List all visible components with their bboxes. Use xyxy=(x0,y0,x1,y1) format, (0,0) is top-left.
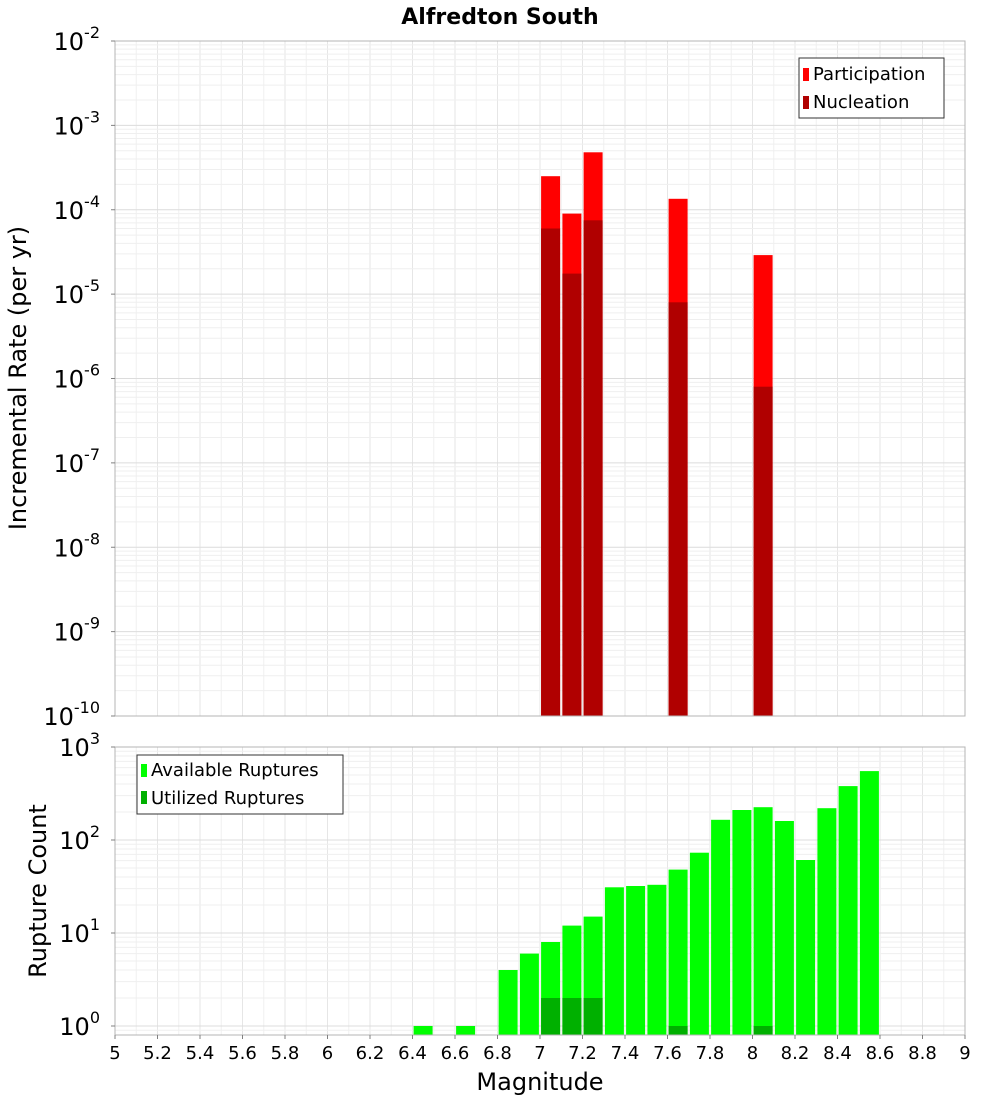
x-tick-label: 8.4 xyxy=(823,1043,852,1064)
x-tick-label: 5.6 xyxy=(228,1043,257,1064)
legend-swatch-nucleation xyxy=(803,96,809,109)
y-tick-label: 103 xyxy=(59,729,100,762)
bar-available-ruptures xyxy=(647,884,667,1035)
top-legend: Participation Nucleation xyxy=(798,57,945,119)
bar-nucleation xyxy=(583,220,603,717)
bar-available-ruptures xyxy=(626,886,646,1035)
y-tick-label: 10-6 xyxy=(54,361,101,394)
y-tick-label: 10-4 xyxy=(54,192,101,225)
x-tick-label: 5.8 xyxy=(271,1043,300,1064)
x-tick-labels: 5 5.2 5.4 5.6 5.8 6 6.2 6.4 6.6 6.8 7 7.2 7.4 7.6 7.8 8… xyxy=(109,1035,971,1064)
bar-available-ruptures xyxy=(711,819,731,1035)
y-tick-label: 10-5 xyxy=(54,276,101,309)
legend-swatch-participation xyxy=(803,68,809,81)
x-tick-label: 9 xyxy=(959,1043,970,1064)
bottom-y-axis-label: Rupture Count xyxy=(24,804,52,978)
bar-utilized-ruptures xyxy=(583,998,603,1035)
legend-label-participation: Participation xyxy=(813,64,925,85)
x-tick-label: 5.2 xyxy=(143,1043,172,1064)
y-tick-label: 100 xyxy=(59,1008,100,1041)
bottom-legend: Available Ruptures Utilized Ruptures xyxy=(136,754,344,815)
x-tick-label: 5.4 xyxy=(186,1043,215,1064)
bar-available-ruptures xyxy=(689,852,709,1035)
y-tick-label: 10-10 xyxy=(43,698,100,731)
bar-available-ruptures xyxy=(519,953,539,1035)
x-tick-label: 7.2 xyxy=(568,1043,597,1064)
bar-utilized-ruptures xyxy=(541,998,561,1035)
bar-available-ruptures xyxy=(456,1026,476,1035)
y-tick-label: 102 xyxy=(59,822,100,855)
y-tick-label: 10-8 xyxy=(54,529,101,562)
bar-available-ruptures xyxy=(498,970,518,1035)
y-tick-label: 101 xyxy=(59,915,100,948)
top-y-axis-label: Incremental Rate (per yr) xyxy=(4,226,32,530)
x-tick-label: 7.4 xyxy=(611,1043,640,1064)
chart-title: Alfredton South xyxy=(401,5,598,30)
bar-available-ruptures xyxy=(604,887,624,1035)
bar-available-ruptures xyxy=(859,771,879,1035)
x-tick-label: 6.6 xyxy=(441,1043,470,1064)
bar-available-ruptures xyxy=(817,808,837,1035)
x-tick-label: 8.8 xyxy=(908,1043,937,1064)
bar-utilized-ruptures xyxy=(668,1026,688,1035)
y-tick-label: 10-7 xyxy=(54,445,101,478)
x-tick-label: 6.8 xyxy=(483,1043,512,1064)
legend-label-utilized: Utilized Ruptures xyxy=(151,788,304,809)
x-tick-label: 8.2 xyxy=(781,1043,810,1064)
x-tick-label: 5 xyxy=(109,1043,120,1064)
x-tick-label: 7.8 xyxy=(696,1043,725,1064)
bar-available-ruptures xyxy=(774,821,794,1035)
bar-available-ruptures xyxy=(413,1026,433,1035)
y-tick-label: 10-2 xyxy=(54,23,101,56)
legend-label-nucleation: Nucleation xyxy=(813,92,909,113)
top-bars xyxy=(541,152,773,717)
y-tick-label: 10-9 xyxy=(54,614,101,647)
legend-label-available: Available Ruptures xyxy=(151,760,319,781)
x-tick-label: 7.6 xyxy=(653,1043,682,1064)
bottom-y-tick-labels: 100 101 102 103 xyxy=(59,729,115,1041)
top-gridlines xyxy=(114,40,966,717)
bar-nucleation xyxy=(541,228,561,716)
bar-available-ruptures xyxy=(796,860,816,1035)
x-tick-label: 6 xyxy=(322,1043,333,1064)
x-tick-label: 6.2 xyxy=(356,1043,385,1064)
bottom-bars xyxy=(413,771,879,1035)
x-tick-label: 8 xyxy=(747,1043,758,1064)
bar-utilized-ruptures xyxy=(753,1026,773,1035)
bar-nucleation xyxy=(753,386,773,716)
bar-utilized-ruptures xyxy=(562,998,582,1035)
bar-nucleation xyxy=(668,302,688,716)
y-tick-label: 10-3 xyxy=(54,107,101,140)
top-y-tick-labels: 10-10 10-9 10-8 10-7 10-6 10-5 10-4 10-3 10-2 xyxy=(43,23,115,731)
x-tick-label: 6.4 xyxy=(398,1043,427,1064)
bar-available-ruptures xyxy=(753,807,773,1035)
bar-available-ruptures xyxy=(838,786,858,1035)
x-axis-label: Magnitude xyxy=(476,1068,603,1096)
bar-available-ruptures xyxy=(668,869,688,1035)
bar-available-ruptures xyxy=(732,810,752,1035)
legend-swatch-utilized xyxy=(141,791,147,804)
x-tick-label: 7 xyxy=(534,1043,545,1064)
x-tick-label: 8.6 xyxy=(866,1043,895,1064)
bar-nucleation xyxy=(562,273,582,716)
legend-swatch-available xyxy=(141,764,147,777)
